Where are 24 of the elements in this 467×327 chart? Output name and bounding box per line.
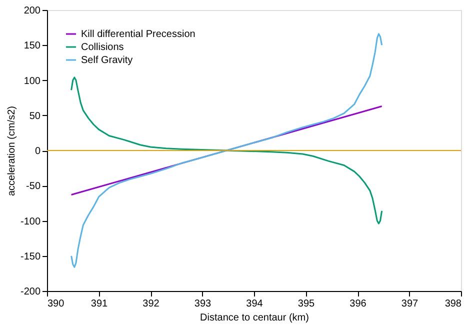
legend-label: Collisions bbox=[81, 42, 124, 53]
y-tick-label: 50 bbox=[29, 110, 41, 122]
y-tick-label: -200 bbox=[20, 286, 41, 298]
x-axis-title: Distance to centaur (km) bbox=[200, 312, 309, 324]
y-axis-title: acceleration (cm/s2) bbox=[6, 106, 18, 196]
x-tick-label: 396 bbox=[350, 298, 367, 310]
y-tick-label: 150 bbox=[24, 40, 41, 52]
x-tick-label: 395 bbox=[298, 298, 316, 310]
y-tick-label: -100 bbox=[20, 216, 41, 228]
x-tick-label: 393 bbox=[194, 298, 212, 310]
line-series bbox=[70, 76, 383, 224]
x-tick-label: 392 bbox=[142, 298, 160, 310]
x-tick-label: 390 bbox=[48, 298, 65, 310]
y-tick-label: 100 bbox=[24, 76, 41, 87]
x-tick-label: 394 bbox=[246, 298, 264, 310]
legend-label: Kill differential Precession bbox=[81, 29, 196, 40]
y-tick-label: 0 bbox=[34, 146, 41, 157]
y-tick-label: 200 bbox=[24, 6, 41, 16]
x-tick-label: 391 bbox=[90, 298, 108, 310]
legend-label: Self Gravity bbox=[81, 55, 133, 66]
x-tick-label: 397 bbox=[401, 298, 419, 310]
y-tick-label: -50 bbox=[26, 181, 41, 192]
y-tick-label: -150 bbox=[20, 251, 41, 262]
x-tick-label: 398 bbox=[444, 298, 462, 310]
